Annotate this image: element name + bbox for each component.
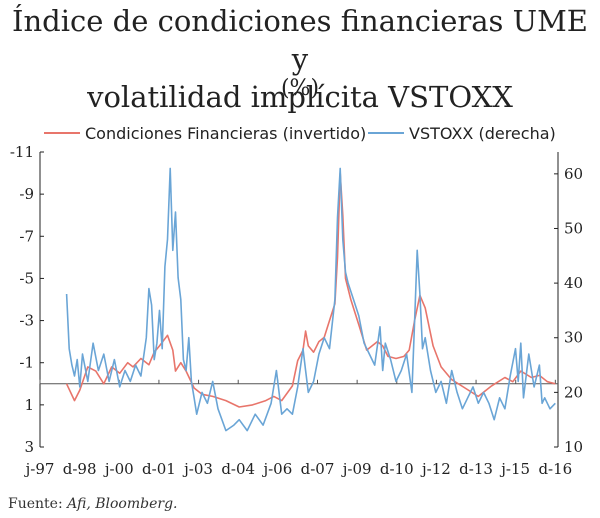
legend-label-condiciones: Condiciones Financieras (invertido) — [85, 124, 366, 143]
right-tick-label: 60 — [564, 165, 583, 183]
x-tick-label: j-15 — [499, 460, 530, 478]
series-line-vstoxx — [65, 167, 556, 432]
left-tick-label: -7 — [19, 227, 34, 245]
series-line-condiciones — [65, 172, 556, 408]
source-prefix: Fuente: — [8, 496, 68, 512]
left-tick-label: 3 — [24, 438, 34, 456]
left-tick-label: -9 — [19, 185, 34, 203]
legend-label-vstoxx: VSTOXX (derecha) — [409, 124, 556, 143]
x-tick-label: d-10 — [380, 460, 414, 478]
chart-title-line1: Índice de condiciones financieras UME y — [12, 4, 588, 76]
chart-title: Índice de condiciones financieras UME y … — [0, 2, 600, 116]
x-tick-label: j-09 — [341, 460, 372, 478]
right-tick-label: 20 — [564, 383, 583, 401]
chart-title-line2: volatilidad implícita VSTOXX — [87, 80, 513, 114]
right-tick-label: 10 — [564, 438, 583, 456]
x-tick-label: j-06 — [261, 460, 292, 478]
x-tick-label: j-12 — [420, 460, 451, 478]
x-tick-label: d-04 — [221, 460, 255, 478]
source-names: Afi, Bloomberg. — [67, 496, 178, 512]
left-tick-label: -3 — [19, 312, 34, 330]
plot-area — [65, 167, 556, 432]
x-tick-label: d-16 — [538, 460, 572, 478]
left-tick-label: -11 — [10, 143, 34, 161]
right-tick-label: 40 — [564, 274, 583, 292]
legend: Condiciones Financieras (invertido) VSTO… — [44, 124, 556, 143]
left-tick-label: 1 — [24, 396, 34, 414]
left-tick-label: -5 — [19, 269, 34, 287]
x-tick-label: d-07 — [301, 460, 335, 478]
right-tick-label: 30 — [564, 329, 583, 347]
source-note: Fuente: Afi, Bloomberg. — [8, 496, 177, 512]
left-tick-label: -1 — [19, 354, 34, 372]
x-tick-label: j-03 — [182, 460, 213, 478]
right-tick-label: 50 — [564, 219, 583, 237]
x-tick-label: d-01 — [142, 460, 176, 478]
x-tick-label: j-00 — [103, 460, 134, 478]
chart-subtitle: (%) — [280, 76, 320, 101]
x-tick-label: j-97 — [24, 460, 55, 478]
x-tick-label: d-13 — [459, 460, 493, 478]
x-tick-label: d-98 — [63, 460, 97, 478]
